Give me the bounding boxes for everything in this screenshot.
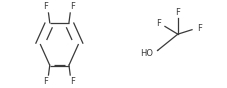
Text: F: F bbox=[156, 19, 161, 28]
Text: F: F bbox=[71, 2, 75, 11]
Text: F: F bbox=[175, 8, 180, 17]
Text: HO: HO bbox=[140, 49, 153, 58]
Text: F: F bbox=[43, 2, 48, 11]
Text: F: F bbox=[43, 77, 48, 86]
Text: F: F bbox=[197, 24, 202, 33]
Text: F: F bbox=[71, 77, 75, 86]
